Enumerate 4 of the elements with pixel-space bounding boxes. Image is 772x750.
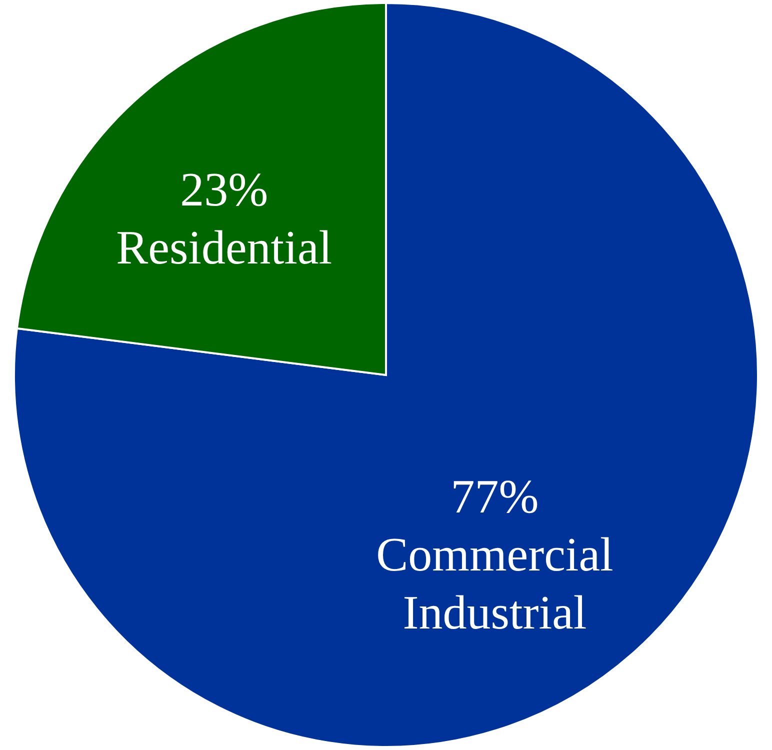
data-label: 77% (450, 470, 539, 524)
data-label: 23% (180, 163, 268, 216)
slice-label: Commercial Industrial (376, 528, 614, 640)
slice-label: Residential (116, 221, 332, 274)
